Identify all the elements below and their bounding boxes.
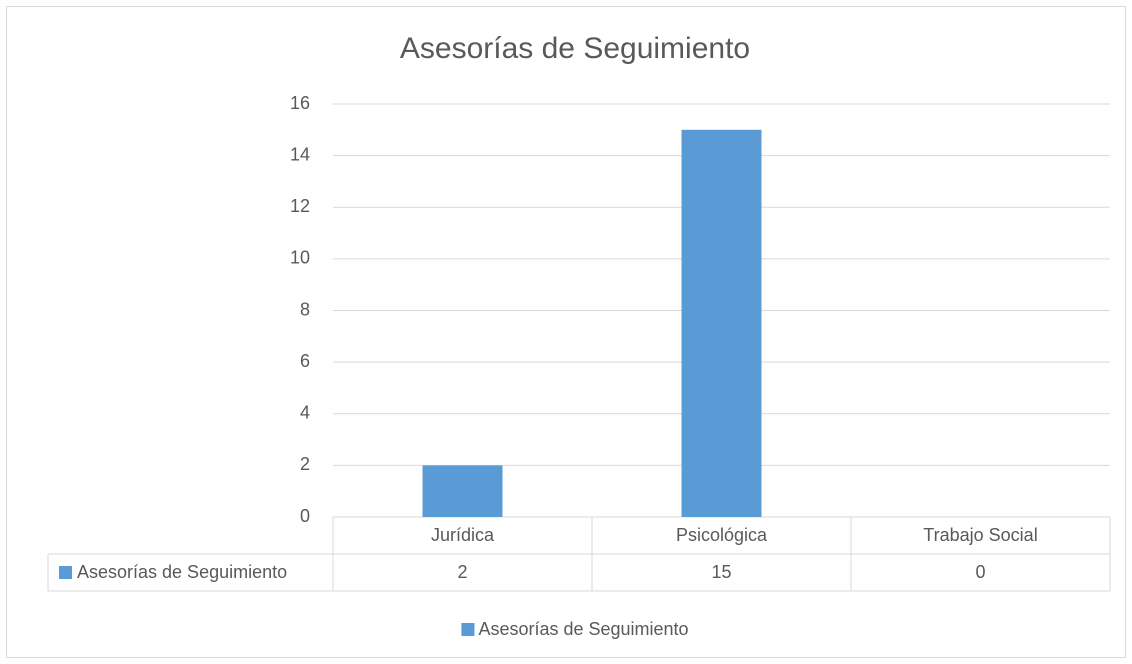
x-tick-label: Psicológica	[676, 525, 768, 545]
data-table-key	[59, 566, 72, 579]
y-tick-label: 4	[300, 403, 310, 423]
legend-label: Asesorías de Seguimiento	[478, 619, 688, 639]
y-tick-label: 2	[300, 454, 310, 474]
bar	[422, 465, 503, 517]
x-tick-label: Trabajo Social	[923, 525, 1037, 545]
data-table-series-name: Asesorías de Seguimiento	[77, 562, 287, 582]
legend-key	[461, 623, 475, 636]
chart-title: Asesorías de Seguimiento	[400, 32, 750, 65]
chart-border	[6, 6, 1126, 658]
y-tick-label: 10	[290, 248, 310, 268]
data-table-value: 15	[711, 562, 731, 582]
y-tick-label: 12	[290, 196, 310, 216]
data-table-value: 0	[975, 562, 985, 582]
data-table-lines	[47, 517, 1111, 592]
bar	[681, 129, 762, 517]
y-tick-label: 16	[290, 93, 310, 113]
y-tick-label: 0	[300, 506, 310, 526]
y-tick-label: 6	[300, 351, 310, 371]
y-tick-label: 14	[290, 144, 310, 164]
y-tick-label: 8	[300, 299, 310, 319]
x-tick-label: Jurídica	[431, 525, 495, 545]
data-table-value: 2	[457, 562, 467, 582]
